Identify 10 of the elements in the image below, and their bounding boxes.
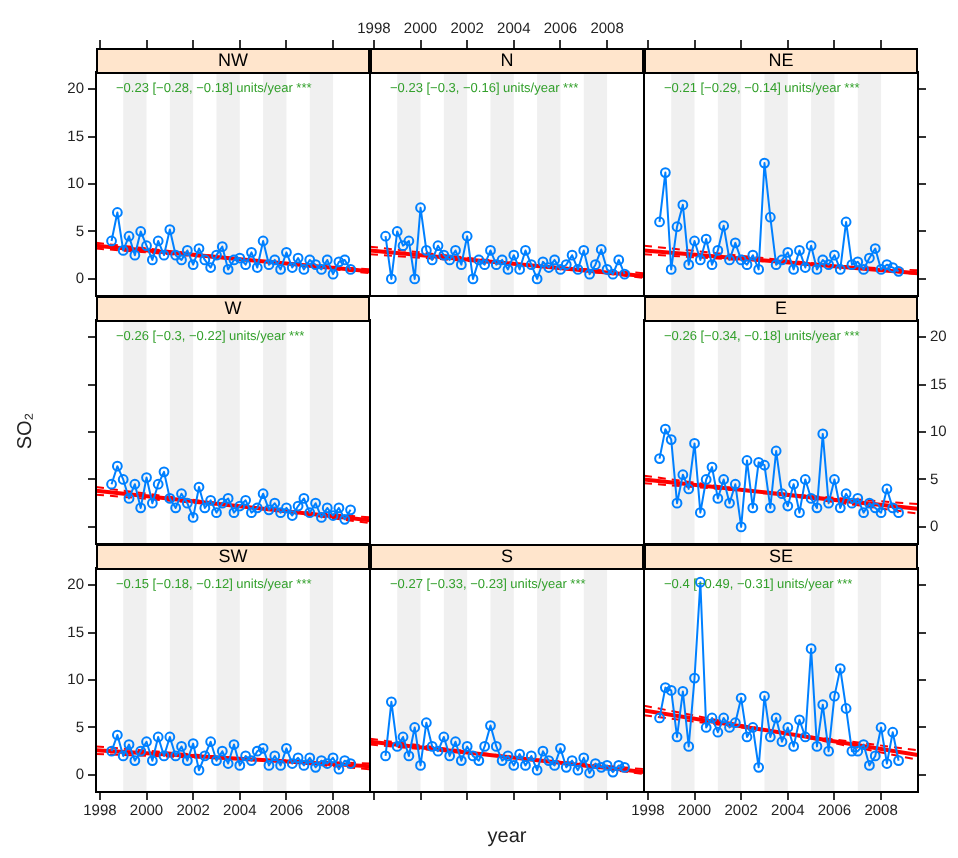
chart-title: NW — [96, 48, 370, 74]
chart-title: SE — [644, 544, 918, 570]
chart-title: E — [644, 296, 918, 322]
y-axis-title: SO₂ — [15, 412, 38, 450]
chart-title: W — [96, 296, 370, 322]
chart-title: SW — [96, 544, 370, 570]
x-axis-title: year — [485, 826, 529, 848]
chart-title: N — [370, 48, 644, 74]
chart-title: S — [370, 544, 644, 570]
chart-title: NE — [644, 48, 918, 74]
